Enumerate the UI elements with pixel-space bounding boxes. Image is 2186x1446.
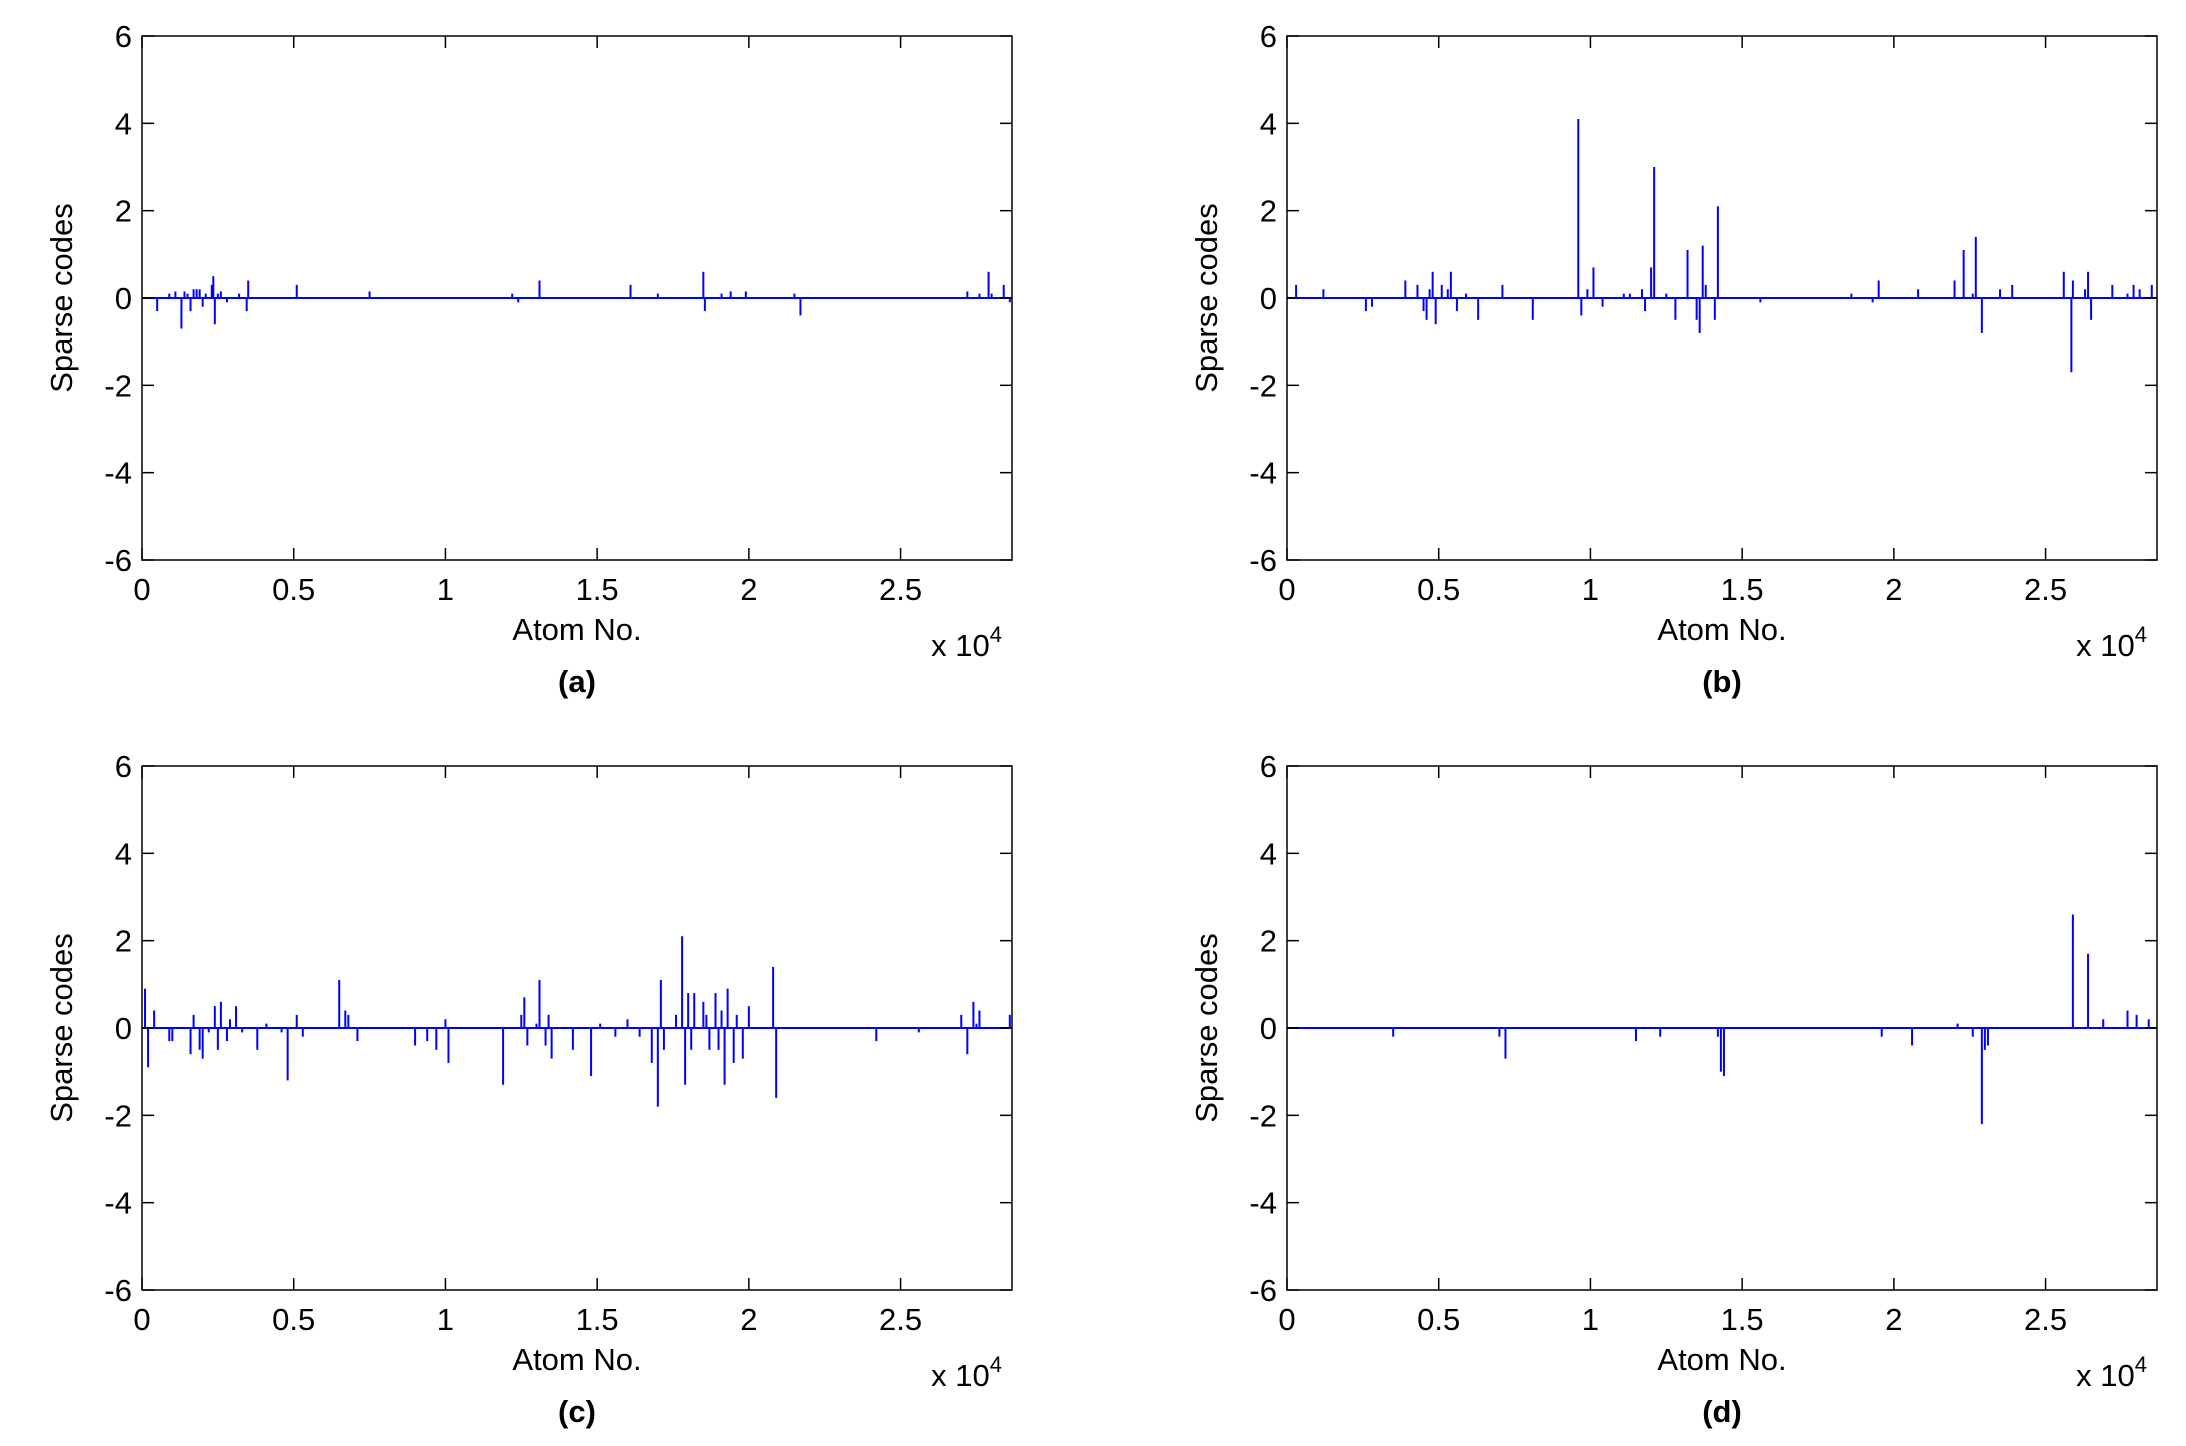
- x-tick-label: 2.5: [2024, 1302, 2067, 1337]
- x-tick-label: 1: [437, 572, 454, 607]
- x-exponent-base: x 10: [931, 1358, 990, 1393]
- x-tick-label: 2.5: [2024, 572, 2067, 607]
- x-exponent-base: x 10: [2076, 628, 2135, 663]
- y-tick-label: 0: [115, 1011, 132, 1046]
- x-exponent-power: 4: [2135, 622, 2147, 647]
- y-tick-label: 2: [1260, 924, 1277, 959]
- chart-panel: 0 0.5 1 1.5 2 2.5 -6 -4 -2 0 2 4 6 Atom No. Sparse cod…: [44, 749, 1013, 1429]
- x-axis-label: Atom No.: [512, 1342, 641, 1377]
- y-tick-label: 4: [115, 106, 132, 141]
- y-tick-label: -2: [1249, 368, 1277, 403]
- y-tick-label: 2: [115, 194, 132, 229]
- x-exponent-power: 4: [2135, 1352, 2147, 1377]
- panel-label: (d): [1702, 1394, 1742, 1429]
- x-tick-label: 1: [1582, 1302, 1599, 1337]
- y-tick-label: 4: [1260, 836, 1277, 871]
- y-axis-label: Sparse codes: [1189, 933, 1224, 1123]
- x-exponent-power: 4: [990, 1352, 1002, 1377]
- x-exponent-label: x 104: [2076, 1352, 2147, 1393]
- y-tick-label: -4: [1249, 456, 1277, 491]
- x-axis-label: Atom No.: [512, 612, 641, 647]
- x-tick-label: 1: [437, 1302, 454, 1337]
- y-tick-label: 6: [115, 19, 132, 54]
- x-exponent-base: x 10: [2076, 1358, 2135, 1393]
- panel-label: (b): [1702, 664, 1742, 699]
- y-tick-label: 2: [115, 924, 132, 959]
- x-tick-label: 0.5: [272, 1302, 315, 1337]
- x-tick-label: 0.5: [1417, 572, 1460, 607]
- x-tick-label: 2.5: [879, 1302, 922, 1337]
- y-tick-label: -2: [1249, 1098, 1277, 1133]
- y-tick-label: 6: [1260, 19, 1277, 54]
- y-tick-label: -6: [104, 543, 132, 578]
- y-tick-label: 6: [1260, 749, 1277, 784]
- y-tick-label: -2: [104, 1098, 132, 1133]
- y-tick-label: 2: [1260, 194, 1277, 229]
- y-tick-label: 4: [1260, 106, 1277, 141]
- y-tick-label: 0: [1260, 1011, 1277, 1046]
- x-tick-label: 2.5: [879, 572, 922, 607]
- y-tick-label: -2: [104, 368, 132, 403]
- y-tick-label: 0: [1260, 281, 1277, 316]
- y-tick-label: -4: [104, 1186, 132, 1221]
- x-axis-label: Atom No.: [1657, 1342, 1786, 1377]
- y-tick-label: -4: [104, 456, 132, 491]
- x-exponent-power: 4: [990, 622, 1002, 647]
- x-tick-label: 0.5: [272, 572, 315, 607]
- x-exponent-label: x 104: [2076, 622, 2147, 663]
- x-exponent-label: x 104: [931, 622, 1002, 663]
- x-tick-label: 1.5: [1721, 572, 1764, 607]
- x-axis-label: Atom No.: [1657, 612, 1786, 647]
- y-axis-label: Sparse codes: [1189, 203, 1224, 393]
- x-exponent-label: x 104: [931, 1352, 1002, 1393]
- x-tick-label: 2: [1885, 1302, 1902, 1337]
- x-tick-label: 2: [740, 1302, 757, 1337]
- x-tick-label: 0: [133, 1302, 150, 1337]
- y-tick-label: 6: [115, 749, 132, 784]
- y-tick-label: 0: [115, 281, 132, 316]
- panel-label: (c): [558, 1394, 596, 1429]
- x-tick-label: 0: [133, 572, 150, 607]
- x-tick-label: 1.5: [576, 1302, 619, 1337]
- x-tick-label: 1: [1582, 572, 1599, 607]
- x-tick-label: 1.5: [1721, 1302, 1764, 1337]
- y-tick-label: -4: [1249, 1186, 1277, 1221]
- x-exponent-base: x 10: [931, 628, 990, 663]
- chart-panel: 0 0.5 1 1.5 2 2.5 -6 -4 -2 0 2 4 6 Atom No. Sparse cod…: [1189, 749, 2158, 1429]
- x-tick-label: 2: [1885, 572, 1902, 607]
- x-tick-label: 1.5: [576, 572, 619, 607]
- y-tick-label: -6: [104, 1273, 132, 1308]
- y-axis-label: Sparse codes: [44, 203, 79, 393]
- chart-panel: 0 0.5 1 1.5 2 2.5 -6 -4 -2 0 2 4 6 Atom No. Sparse cod…: [1189, 19, 2158, 699]
- y-tick-label: -6: [1249, 543, 1277, 578]
- x-tick-label: 0: [1278, 1302, 1295, 1337]
- x-tick-label: 0.5: [1417, 1302, 1460, 1337]
- panel-label: (a): [558, 664, 596, 699]
- y-axis-label: Sparse codes: [44, 933, 79, 1123]
- x-tick-label: 2: [740, 572, 757, 607]
- y-tick-label: -6: [1249, 1273, 1277, 1308]
- chart-panel: 0 0.5 1 1.5 2 2.5 -6 -4 -2 0 2 4 6 Atom No. Sparse cod…: [44, 19, 1013, 699]
- x-tick-label: 0: [1278, 572, 1295, 607]
- y-tick-label: 4: [115, 836, 132, 871]
